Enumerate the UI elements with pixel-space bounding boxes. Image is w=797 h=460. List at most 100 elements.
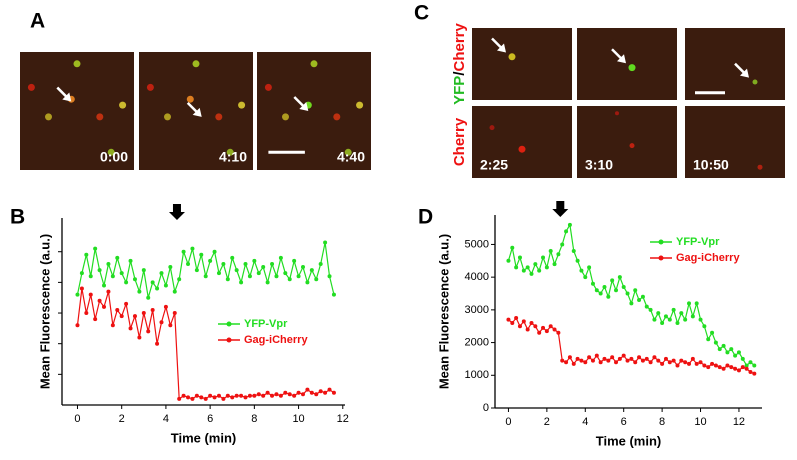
data-point — [309, 268, 314, 273]
timestamp: 2:25 — [480, 157, 508, 173]
data-point — [533, 324, 538, 329]
data-point — [560, 242, 565, 247]
data-point — [75, 292, 80, 297]
data-point — [640, 358, 645, 363]
data-point — [110, 274, 115, 279]
data-point — [583, 275, 588, 280]
data-point — [208, 258, 213, 263]
data-point — [602, 284, 607, 289]
data-point — [186, 261, 191, 266]
data-point — [644, 356, 649, 361]
data-point — [606, 294, 611, 299]
data-point — [203, 396, 208, 401]
data-point — [575, 356, 580, 361]
data-point — [203, 274, 208, 279]
x-tick-label: 2 — [544, 416, 550, 428]
data-point — [155, 341, 160, 346]
data-point — [88, 274, 93, 279]
data-point — [510, 245, 515, 250]
data-point — [252, 393, 257, 398]
data-point — [667, 360, 672, 365]
data-point — [102, 304, 107, 309]
y-tick-label: 4000 — [465, 271, 489, 283]
x-tick-label: 4 — [582, 416, 588, 428]
micrograph — [257, 52, 371, 170]
data-point — [168, 323, 173, 328]
data-point — [243, 261, 248, 266]
event-arrow — [168, 204, 185, 220]
arrow-head — [192, 107, 202, 117]
data-point — [679, 358, 684, 363]
particle — [333, 113, 341, 121]
data-point — [247, 393, 252, 398]
data-point — [575, 258, 580, 263]
y-tick-label: 3000 — [465, 304, 489, 316]
data-point — [150, 280, 155, 285]
y-axis-label: Mean Fluorescence (a.u.) — [37, 234, 52, 389]
timestamp: 10:50 — [693, 157, 729, 173]
data-point — [614, 360, 619, 365]
data-point — [602, 356, 607, 361]
data-point — [278, 393, 283, 398]
data-point — [230, 255, 235, 260]
data-point — [88, 292, 93, 297]
data-point — [548, 324, 553, 329]
data-point — [239, 393, 244, 398]
data-point — [93, 317, 98, 322]
y-tick-label: 1000 — [465, 369, 489, 381]
x-tick-label: 4 — [163, 413, 169, 425]
data-point — [327, 387, 332, 392]
data-point — [177, 396, 182, 401]
y-tick-label: 0 — [483, 402, 489, 414]
particle — [489, 125, 495, 131]
data-point — [564, 360, 569, 365]
data-point — [748, 360, 753, 365]
x-tick-label: 6 — [621, 416, 627, 428]
data-point — [648, 307, 653, 312]
data-point — [583, 360, 588, 365]
data-point — [533, 262, 538, 267]
data-point — [168, 265, 173, 270]
data-point — [617, 275, 622, 280]
data-point — [698, 317, 703, 322]
data-point — [172, 311, 177, 316]
data-point — [119, 314, 124, 319]
particle — [752, 79, 758, 85]
data-point — [84, 311, 89, 316]
data-point — [687, 361, 692, 366]
data-point — [675, 363, 680, 368]
data-point — [132, 314, 137, 319]
data-point — [744, 363, 749, 368]
data-point — [181, 249, 186, 254]
timestamp: 4:10 — [219, 149, 247, 165]
data-point — [305, 387, 310, 392]
data-point — [97, 268, 102, 273]
particle — [356, 101, 364, 109]
data-point — [567, 355, 572, 360]
data-point — [305, 280, 310, 285]
data-point — [278, 255, 283, 260]
series-line — [76, 242, 335, 298]
x-tick-label: 12 — [337, 413, 349, 425]
data-point — [155, 286, 160, 291]
particle — [215, 113, 223, 121]
data-point — [717, 347, 722, 352]
data-point — [194, 393, 199, 398]
particle — [518, 145, 526, 153]
particle — [264, 83, 272, 91]
data-point — [323, 240, 328, 245]
data-point — [234, 393, 239, 398]
y-tick-label: 2000 — [465, 336, 489, 348]
x-tick-label: 12 — [733, 416, 745, 428]
particle — [615, 111, 619, 116]
data-point — [567, 222, 572, 227]
data-point — [752, 371, 757, 376]
particle — [344, 148, 352, 156]
data-point — [106, 289, 111, 294]
data-point — [713, 363, 718, 368]
data-point — [644, 304, 649, 309]
data-point — [710, 361, 715, 366]
particle — [192, 60, 200, 68]
data-point — [137, 335, 142, 340]
